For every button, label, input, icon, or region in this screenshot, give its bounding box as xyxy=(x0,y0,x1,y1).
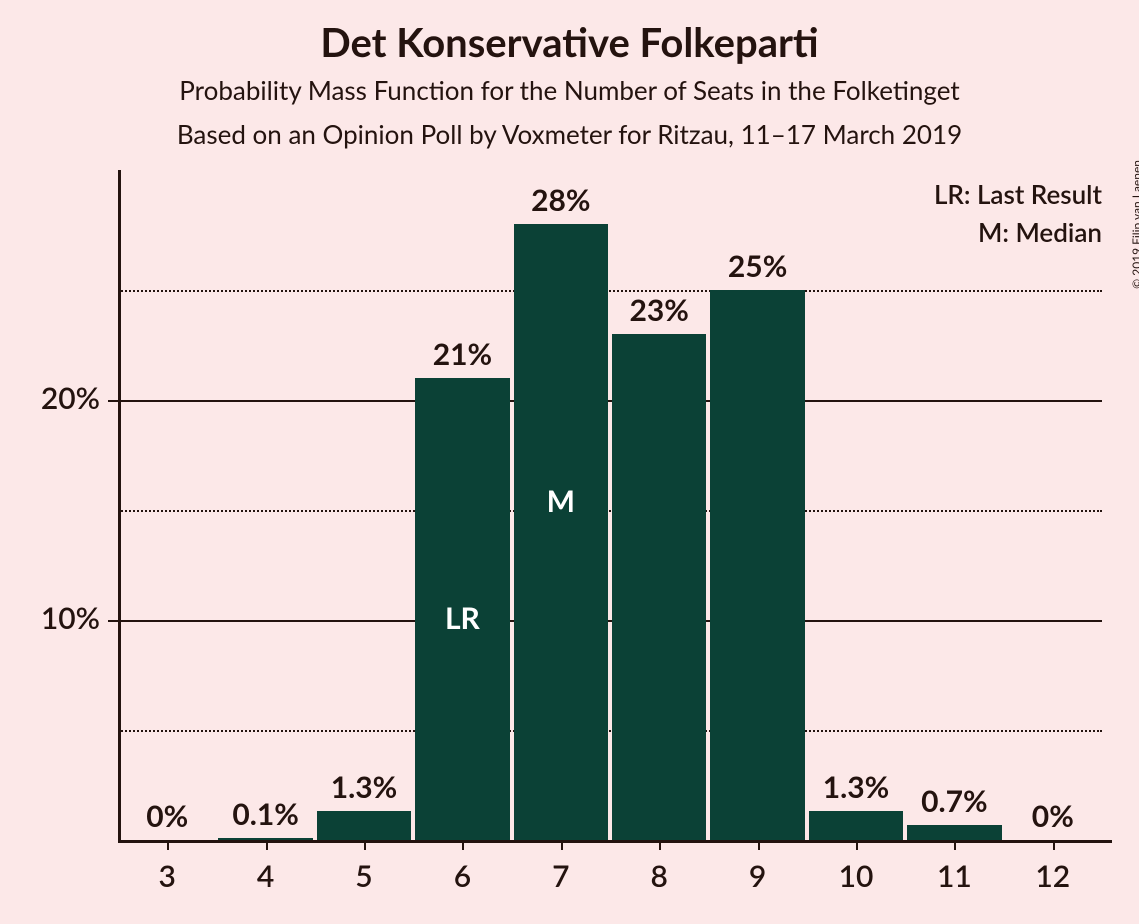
legend-lr: LR: Last Result xyxy=(934,178,1102,210)
bar-value-label: 0.1% xyxy=(216,796,316,832)
xtick xyxy=(561,840,563,850)
xtick-label: 5 xyxy=(324,858,404,894)
bar xyxy=(514,224,608,840)
xtick-label: 7 xyxy=(521,858,601,894)
bar xyxy=(907,825,1001,840)
xtick-label: 4 xyxy=(226,858,306,894)
bar-value-label: 1.3% xyxy=(806,769,906,805)
bar-value-label: 23% xyxy=(609,292,709,328)
gridline-minor xyxy=(118,510,1102,512)
xtick xyxy=(167,840,169,850)
legend-m: M: Median xyxy=(978,216,1102,248)
chart-container: Det Konservative Folkeparti Probability … xyxy=(0,0,1139,924)
xtick-label: 3 xyxy=(127,858,207,894)
xtick-label: 11 xyxy=(914,858,994,894)
bar xyxy=(612,334,706,840)
y-axis xyxy=(118,170,121,840)
xtick-label: 10 xyxy=(816,858,896,894)
chart-subtitle-2: Based on an Opinion Poll by Voxmeter for… xyxy=(0,118,1139,150)
xtick-label: 12 xyxy=(1013,858,1093,894)
bar-value-label: 0% xyxy=(117,798,217,834)
credit-text: © 2019 Filip van Laenen xyxy=(1129,160,1139,289)
xtick-label: 8 xyxy=(619,858,699,894)
xtick-label: 9 xyxy=(718,858,798,894)
gridline-major xyxy=(118,400,1102,402)
ytick xyxy=(108,620,118,622)
bar-value-label: 0% xyxy=(1003,798,1103,834)
bar-value-label: 1.3% xyxy=(314,769,414,805)
bar xyxy=(710,290,804,840)
xtick xyxy=(266,840,268,850)
bar-value-label: 25% xyxy=(708,248,808,284)
plot-area: 10%20%0%30.1%41.3%521%6LR28%7M23%825%91.… xyxy=(118,180,1102,840)
xtick xyxy=(1053,840,1055,850)
ytick-label: 20% xyxy=(8,380,100,416)
xtick xyxy=(954,840,956,850)
xtick xyxy=(462,840,464,850)
bar-lr-label: LR xyxy=(415,600,509,636)
bar xyxy=(317,811,411,840)
gridline-major xyxy=(118,620,1102,622)
xtick-label: 6 xyxy=(422,858,502,894)
bar-value-label: 21% xyxy=(412,336,512,372)
xtick xyxy=(659,840,661,850)
bar-m-label: M xyxy=(514,483,608,519)
bar-value-label: 28% xyxy=(511,182,611,218)
chart-subtitle-1: Probability Mass Function for the Number… xyxy=(0,74,1139,106)
bar-value-label: 0.7% xyxy=(904,783,1004,819)
ytick xyxy=(108,400,118,402)
gridline-minor xyxy=(118,730,1102,732)
ytick-label: 10% xyxy=(8,600,100,636)
bar xyxy=(809,811,903,840)
xtick xyxy=(758,840,760,850)
chart-title: Det Konservative Folkeparti xyxy=(0,18,1139,66)
xtick xyxy=(364,840,366,850)
xtick xyxy=(856,840,858,850)
